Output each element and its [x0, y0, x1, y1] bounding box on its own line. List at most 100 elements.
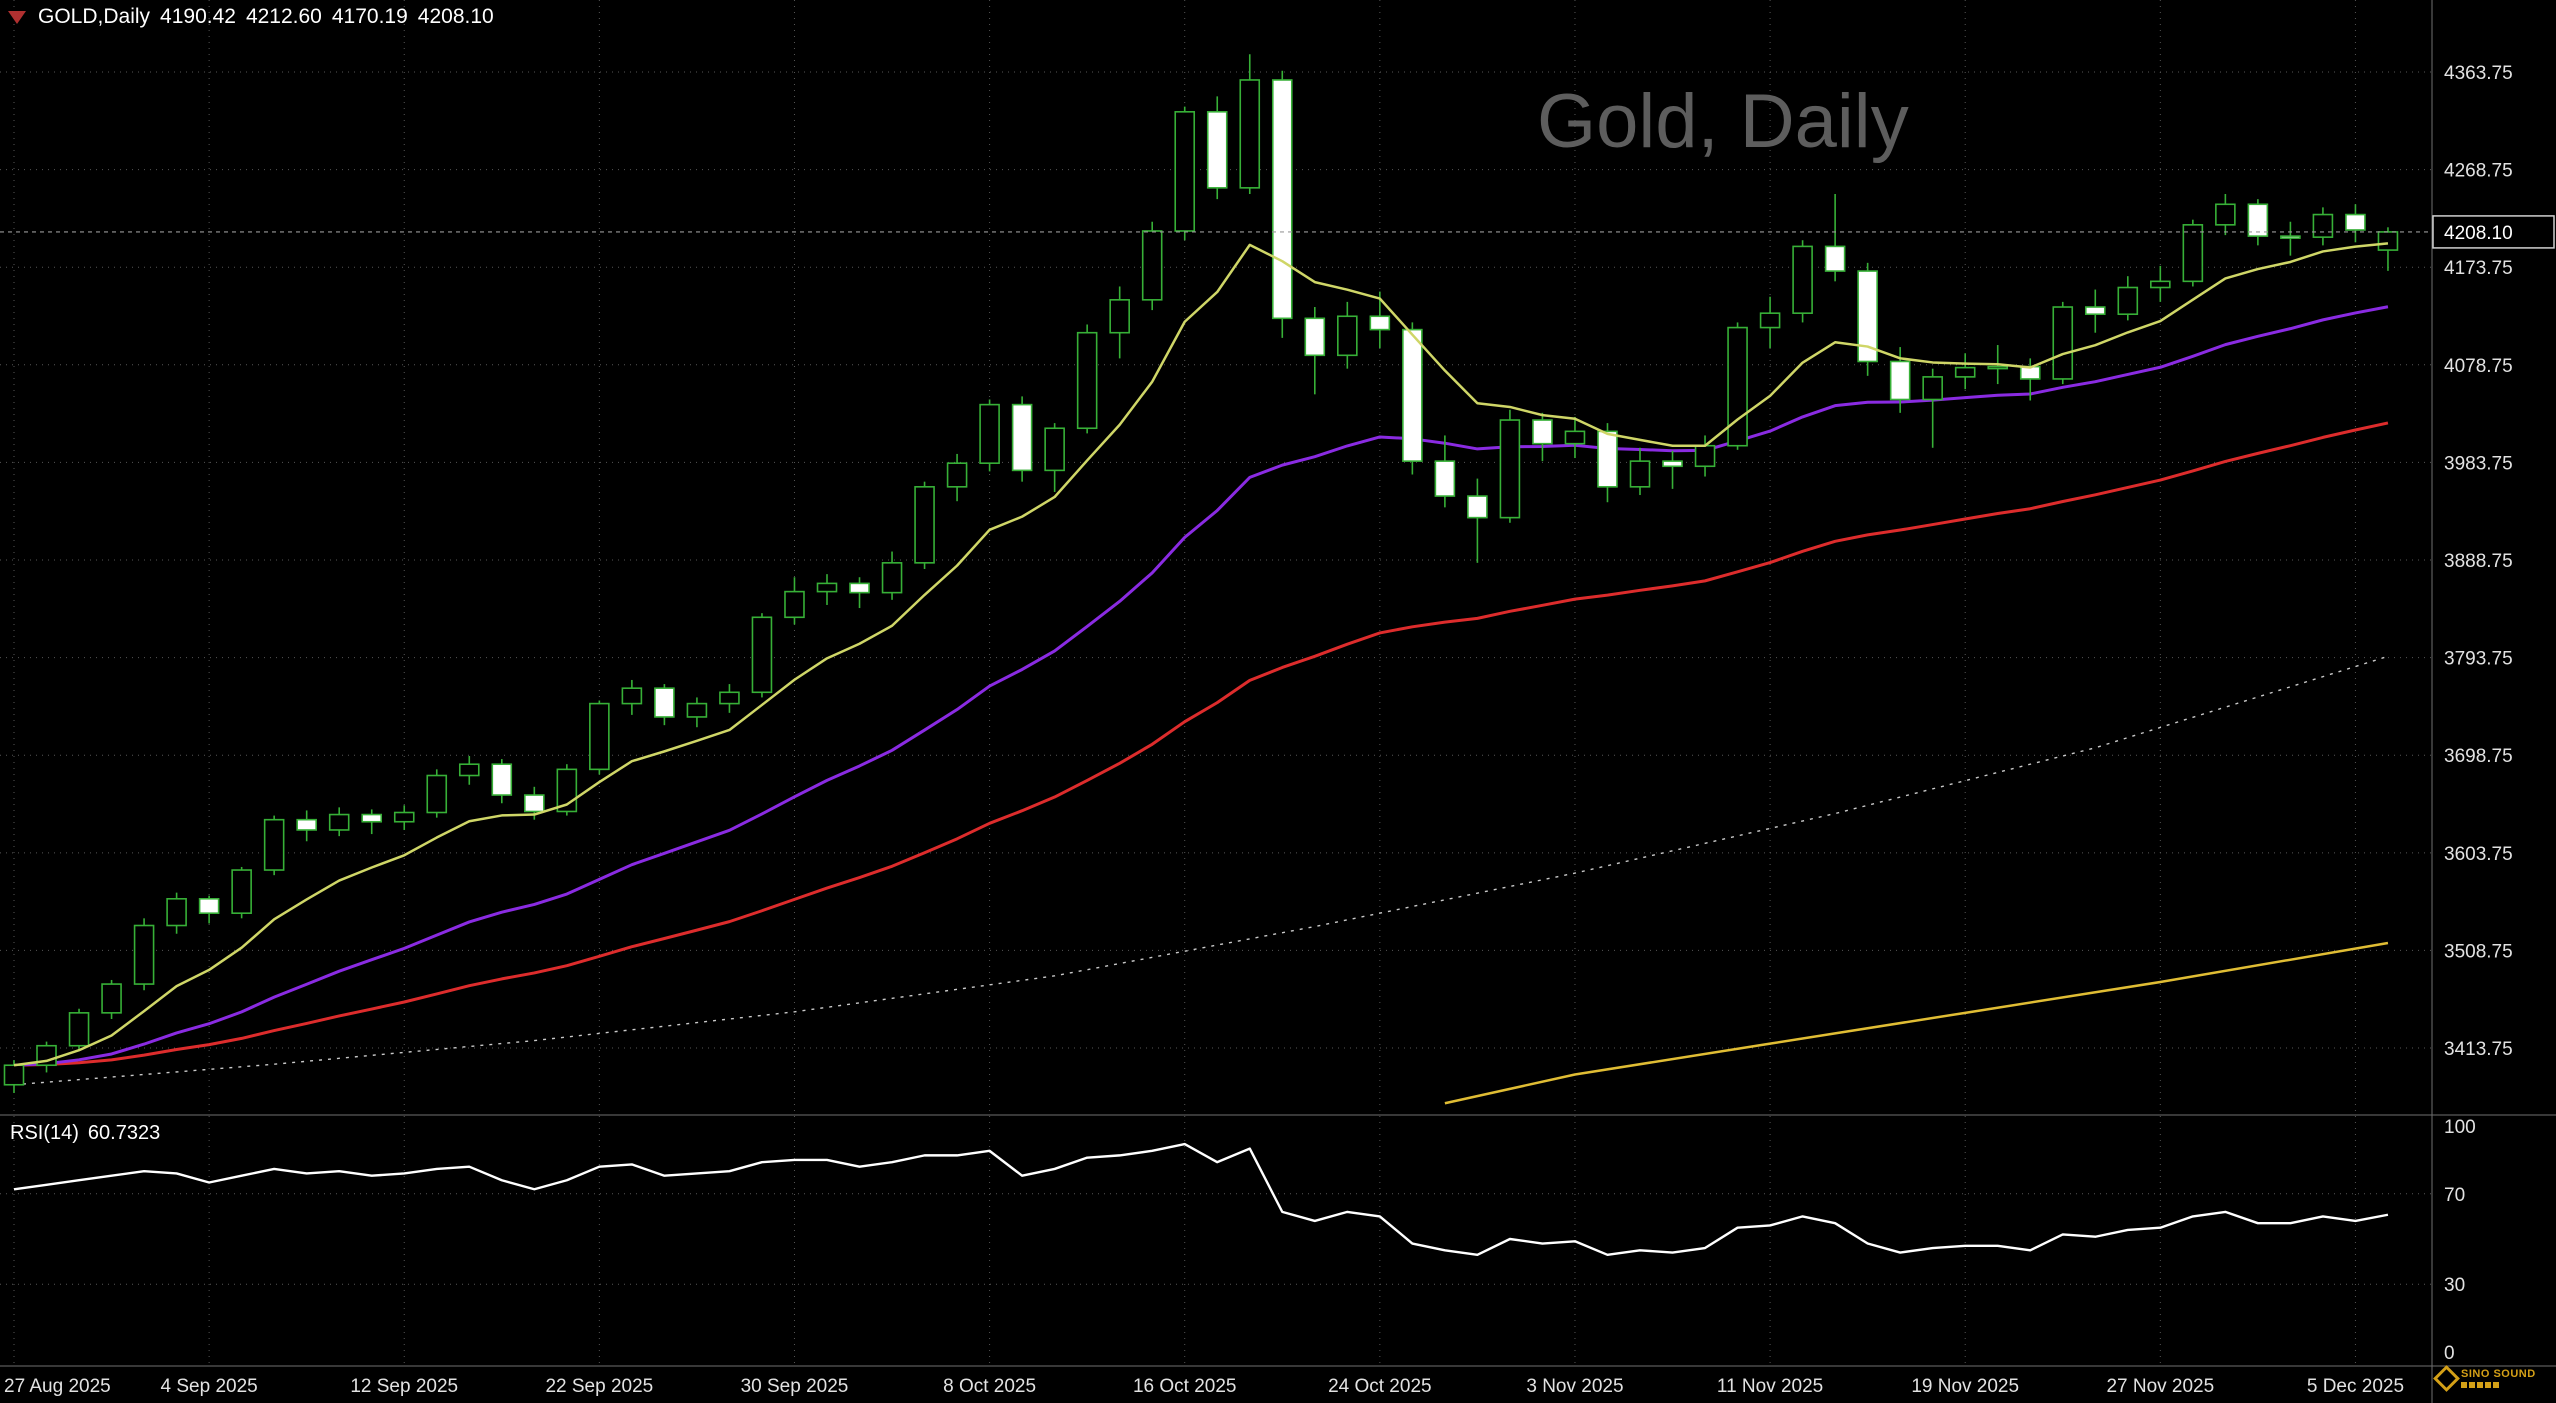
candle-body [491, 763, 513, 796]
candle [1011, 396, 1033, 482]
candle-body [1044, 427, 1065, 472]
date-axis-label: 24 Oct 2025 [1328, 1376, 1432, 1397]
current-price-label: 4208.10 [2444, 223, 2513, 244]
candle-body [2150, 280, 2171, 289]
candle-body [263, 818, 285, 871]
candle [2150, 265, 2171, 302]
candle [328, 807, 350, 837]
candle-body [296, 818, 317, 831]
chart-corner-icon[interactable] [8, 10, 26, 24]
candle-body [1987, 365, 2009, 370]
candle [361, 809, 383, 835]
candle [1499, 409, 1521, 523]
candle [816, 574, 838, 605]
candle [1206, 96, 1228, 200]
candle [589, 700, 610, 775]
candle-body [2215, 203, 2236, 226]
candle-body [1434, 460, 1456, 497]
date-axis-label: 27 Aug 2025 [4, 1376, 111, 1397]
rsi-indicator-label: RSI(14) 60.7323 [10, 1122, 160, 1145]
candle [1467, 478, 1488, 563]
candle [1629, 447, 1651, 496]
candle [621, 679, 643, 715]
candle-body [524, 794, 545, 813]
candle-body [2084, 306, 2106, 316]
ma-long-dotted-line [13, 655, 2389, 1086]
ma-fast-line [13, 242, 2389, 1067]
candle [101, 979, 122, 1020]
candle [1857, 262, 1878, 376]
brand-cjk-marks [2461, 1382, 2536, 1388]
candle-body [1954, 366, 1976, 378]
rsi-axis-label: 70 [2444, 1185, 2465, 1206]
candle-body [2280, 235, 2301, 239]
brand-name: SINO SOUND [2461, 1368, 2536, 1380]
candle [133, 918, 155, 991]
rsi-value: 60.7323 [87, 1122, 161, 1144]
candle-body [1662, 460, 1683, 468]
price-axis-label: 3603.75 [2444, 844, 2513, 865]
candle-body [751, 616, 773, 694]
ma-mid-line [13, 305, 2389, 1067]
candle-body [1564, 430, 1586, 445]
price-axis-label: 3413.75 [2444, 1039, 2513, 1060]
candle-body [2247, 203, 2269, 237]
candle-body [1337, 315, 1358, 357]
candle-body [2345, 213, 2366, 231]
candle-body [1109, 299, 1130, 334]
candle [1922, 368, 1943, 448]
rsi-name: RSI(14) [10, 1122, 79, 1144]
candle-body [361, 813, 383, 823]
ma-slow-line [13, 421, 2389, 1067]
candle-body [589, 702, 610, 771]
ohlc-close: 4208.10 [417, 5, 494, 28]
price-axis-label: 4173.75 [2444, 258, 2513, 279]
candle-body [1629, 460, 1651, 488]
ohlc-low: 4170.19 [331, 5, 408, 28]
candle-body [1889, 360, 1911, 401]
watermark: Gold, Daily [1537, 79, 1909, 164]
candle-body [1597, 430, 1618, 488]
candle [2312, 207, 2334, 246]
candle-body [458, 763, 480, 777]
candle [914, 481, 935, 570]
candle [1304, 307, 1326, 395]
candle [36, 1041, 57, 1073]
candle [1792, 240, 1813, 323]
candle-body [1174, 111, 1196, 232]
ohlc-open: 4190.42 [160, 5, 236, 28]
candle [751, 613, 773, 698]
ma-200-line [1444, 941, 2389, 1105]
candle [979, 399, 1000, 472]
candle [2280, 221, 2301, 256]
candle [719, 684, 740, 713]
candle [1402, 322, 1423, 475]
date-axis-label: 8 Oct 2025 [943, 1376, 1036, 1397]
candle [231, 866, 252, 919]
candle-body [1239, 79, 1261, 189]
date-axis-label: 5 Dec 2025 [2307, 1376, 2404, 1397]
brand-diamond-icon [2433, 1365, 2460, 1392]
price-axis-label: 3983.75 [2444, 453, 2513, 474]
grid: 4363.75 4268.75 4173.75 4078.75 3983.75 3888.… [0, 0, 2513, 1397]
candle [1109, 286, 1130, 359]
candle [2215, 194, 2236, 236]
candle-body [1304, 317, 1326, 357]
candle [198, 895, 220, 924]
candle-body [1011, 403, 1033, 472]
candle-body [881, 562, 903, 594]
date-axis-label: 3 Nov 2025 [1526, 1376, 1623, 1397]
candle-body [393, 811, 415, 823]
candle-body [784, 590, 805, 619]
candle [1369, 291, 1391, 349]
price-axis-label: 4268.75 [2444, 161, 2513, 182]
candle [946, 453, 968, 502]
candle-body [1141, 230, 1163, 301]
symbol-period-label: GOLD,Daily [38, 5, 151, 28]
candle [1434, 435, 1456, 508]
date-axis-label: 27 Nov 2025 [2106, 1376, 2214, 1397]
candle-body [426, 774, 448, 814]
candle [784, 577, 805, 625]
candle [1239, 54, 1261, 195]
